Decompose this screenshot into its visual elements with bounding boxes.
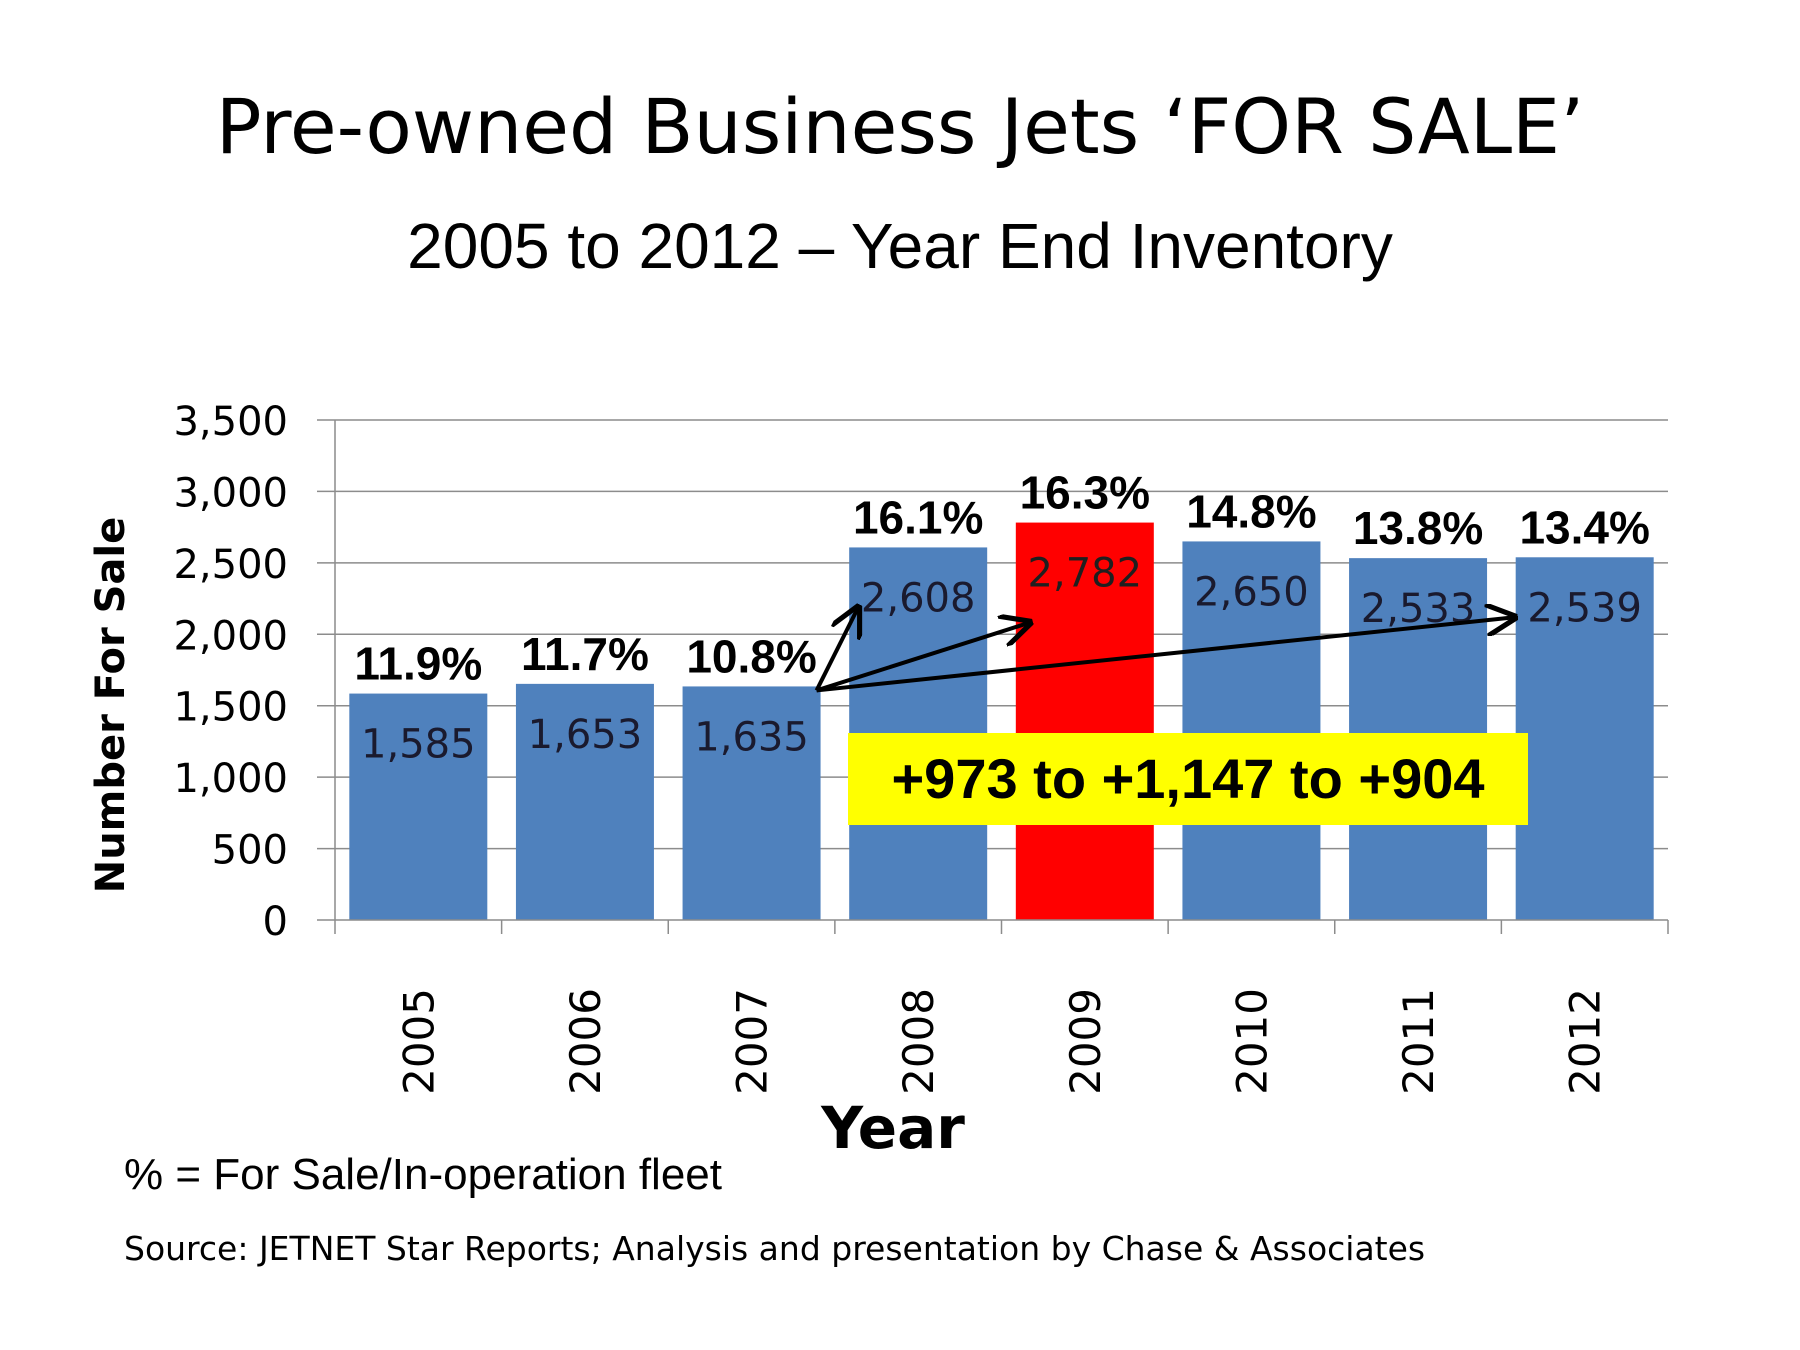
x-tick-label-2005: 2005 <box>394 988 443 1095</box>
value-label-2011: 2,533 <box>1361 586 1476 632</box>
y-tick-label: 1,000 <box>173 756 288 802</box>
bar-2006 <box>515 683 654 920</box>
x-tick-label-2012: 2012 <box>1561 988 1610 1095</box>
arrow-to-2012 <box>816 617 1515 693</box>
x-axis-title: Year <box>820 1094 965 1162</box>
source-note: Source: JETNET Star Reports; Analysis an… <box>124 1229 1426 1268</box>
y-tick-label: 2,000 <box>173 613 288 659</box>
y-tick-label: 1,500 <box>173 685 288 731</box>
percent-label-2009: 16.3% <box>1020 467 1150 519</box>
bar-2007 <box>682 686 821 920</box>
percent-label-2008: 16.1% <box>853 491 983 543</box>
labels: 1,585 11.9% 2005 1,653 11.7% 2006 1,635 10.8% 20… <box>354 467 1650 1095</box>
value-label-2010: 2,650 <box>1194 569 1309 615</box>
slide-title: Pre-owned Business Jets ‘FOR SALE’ <box>215 82 1585 171</box>
y-tick-label: 0 <box>263 899 288 945</box>
value-label-2008: 2,608 <box>861 575 976 621</box>
y-axis-title: Number For Sale <box>88 517 134 894</box>
y-tick-label: 3,500 <box>173 399 288 445</box>
y-tick-label: 2,500 <box>173 542 288 588</box>
percent-label-2012: 13.4% <box>1519 501 1649 553</box>
x-tick-label-2011: 2011 <box>1394 988 1443 1095</box>
axes: 0 500 1,000 1,500 2,000 2,500 3,000 3,500 Number… <box>88 399 1669 1162</box>
percent-label-2006: 11.7% <box>521 628 649 680</box>
annotation: +973 to +1,147 to +904 <box>814 607 1528 825</box>
value-label-2009: 2,782 <box>1028 551 1143 597</box>
bar-2010 <box>1182 541 1321 920</box>
annotation-box <box>848 733 1528 825</box>
percent-label-2005: 11.9% <box>354 638 482 690</box>
percent-label-2011: 13.8% <box>1353 502 1483 554</box>
x-tick-label-2007: 2007 <box>728 988 777 1095</box>
value-label-2012: 2,539 <box>1527 585 1642 631</box>
x-tick-label-2008: 2008 <box>894 988 943 1095</box>
value-label-2006: 1,653 <box>528 712 643 758</box>
x-tick-label-2009: 2009 <box>1061 988 1110 1095</box>
x-tick-label-2010: 2010 <box>1227 988 1276 1095</box>
annotation-text: +973 to +1,147 to +904 <box>891 747 1484 810</box>
percent-label-2007: 10.8% <box>686 630 816 682</box>
arrow-to-2009 <box>815 623 1030 693</box>
slide-subtitle: 2005 to 2012 – Year End Inventory <box>407 210 1393 282</box>
x-tick-label-2006: 2006 <box>561 988 610 1095</box>
footnote: % = For Sale/In-operation fleet <box>124 1150 722 1199</box>
arrow-to-2008 <box>814 607 859 692</box>
bar-2005 <box>349 693 488 920</box>
bar-2009 <box>1015 522 1154 920</box>
y-tick-label: 500 <box>212 828 288 874</box>
value-label-2007: 1,635 <box>694 714 809 760</box>
value-label-2005: 1,585 <box>361 722 476 768</box>
y-tick-label: 3,000 <box>173 470 288 516</box>
percent-label-2010: 14.8% <box>1186 485 1316 537</box>
bar-2012 <box>1515 557 1654 920</box>
